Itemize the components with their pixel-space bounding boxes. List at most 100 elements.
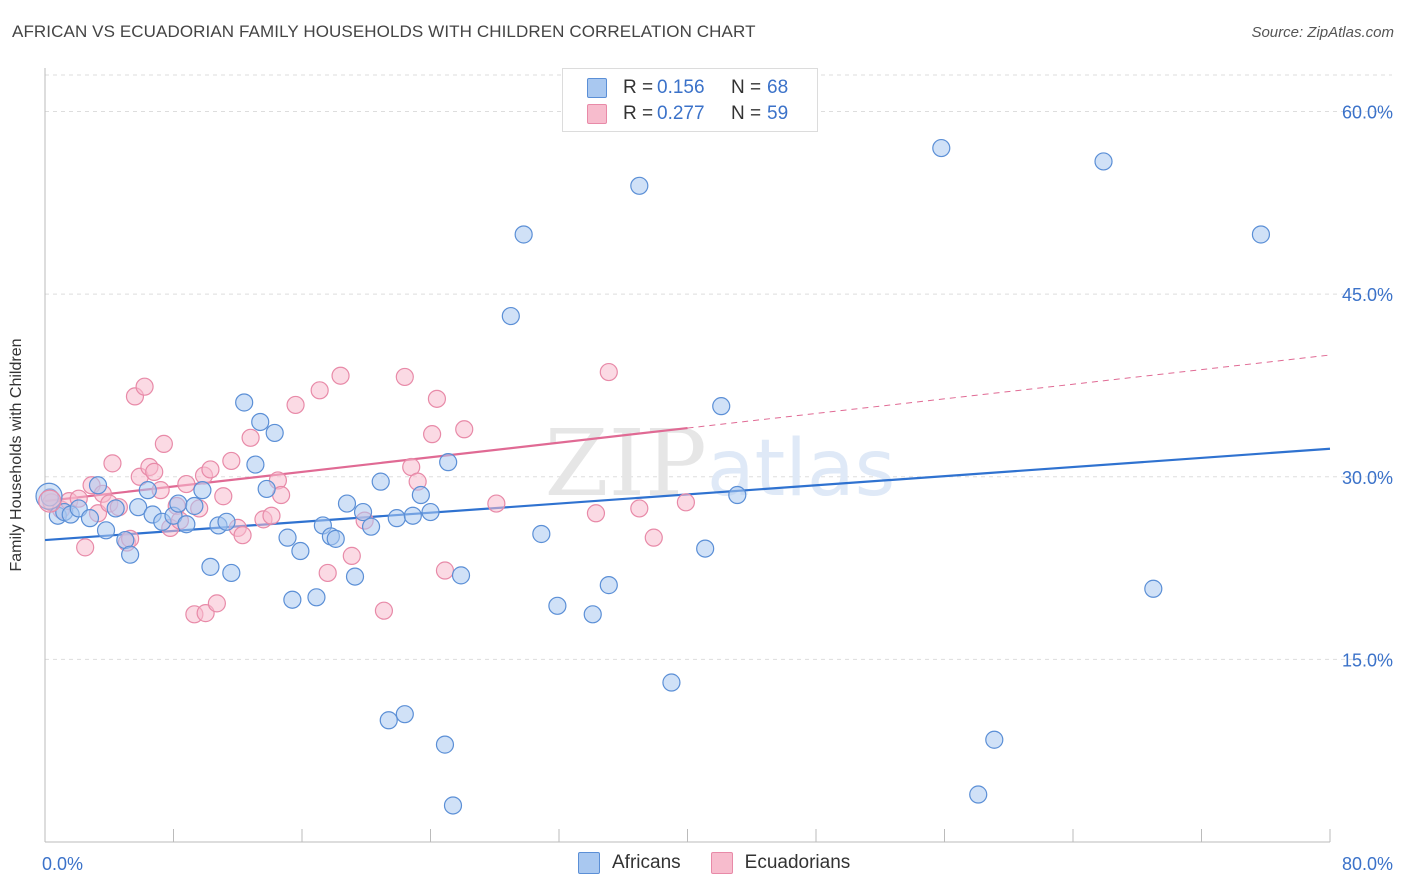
african-point bbox=[1144, 579, 1163, 598]
african-point bbox=[88, 476, 108, 495]
ecuadorian-point bbox=[222, 451, 241, 471]
n-label: N = bbox=[731, 103, 762, 124]
ecuadorian-point bbox=[76, 538, 95, 557]
ecuadorian-point bbox=[423, 425, 442, 444]
african-point bbox=[129, 498, 148, 517]
y-axis-label: Family Households with Children bbox=[8, 338, 25, 572]
r-value: 0.156 bbox=[657, 77, 705, 98]
african-point bbox=[193, 481, 212, 500]
african-point bbox=[138, 481, 157, 500]
n-label: N = bbox=[731, 77, 762, 98]
legend-item-africans[interactable]: Africans bbox=[578, 852, 681, 874]
ecuadorian-point bbox=[676, 493, 695, 512]
african-point bbox=[379, 711, 398, 730]
african-point bbox=[291, 541, 310, 561]
y-tick-label: 30.0% bbox=[1342, 468, 1393, 488]
ecuadorian-point bbox=[455, 420, 474, 439]
ecuadorian-point-cluster bbox=[38, 489, 62, 513]
african-point bbox=[421, 502, 440, 522]
african-point bbox=[435, 735, 455, 754]
african-point bbox=[80, 509, 100, 528]
ecuadorian-point bbox=[487, 494, 506, 513]
ecuadorian-point bbox=[145, 462, 164, 481]
ecuadorian-point bbox=[395, 367, 414, 387]
african-point bbox=[630, 176, 649, 195]
stats-legend: R = 0.156 N = 68 R = 0.277 N = 59 bbox=[562, 68, 818, 132]
ecuadorian-point bbox=[374, 601, 394, 620]
africans-legend-swatch bbox=[578, 852, 600, 874]
african-point bbox=[201, 557, 220, 576]
african-point bbox=[278, 528, 297, 547]
african-point bbox=[1094, 152, 1113, 171]
ecuadorian-point bbox=[207, 594, 226, 613]
y-tick-label: 60.0% bbox=[1342, 103, 1393, 123]
african-point bbox=[969, 785, 988, 804]
ecuadorian-point bbox=[103, 454, 122, 473]
african-point bbox=[217, 512, 236, 531]
ecuadorian-point bbox=[241, 428, 260, 447]
african-point bbox=[985, 730, 1004, 749]
african-point bbox=[371, 472, 390, 491]
ecuadorians-legend-label: Ecuadorians bbox=[744, 852, 851, 873]
african-point bbox=[662, 673, 681, 692]
african-point bbox=[583, 605, 602, 624]
african-point bbox=[361, 517, 381, 536]
african-point bbox=[443, 796, 463, 815]
ecuadorian-point bbox=[154, 434, 173, 453]
african-point bbox=[251, 412, 270, 432]
ecuadorian-point bbox=[286, 395, 305, 415]
african-point bbox=[257, 479, 276, 499]
african-point bbox=[403, 506, 422, 525]
r-label: R = bbox=[623, 103, 654, 124]
ecuadorians-swatch bbox=[587, 104, 607, 124]
ecuadorian-point bbox=[214, 487, 233, 506]
african-point bbox=[177, 515, 196, 534]
chart-title: AFRICAN VS ECUADORIAN FAMILY HOUSEHOLDS … bbox=[12, 22, 756, 41]
african-point bbox=[106, 499, 125, 518]
african-point bbox=[96, 521, 116, 540]
ecuadorian-point bbox=[435, 561, 455, 580]
african-point bbox=[599, 576, 618, 595]
african-point bbox=[326, 529, 345, 548]
african-point bbox=[246, 455, 265, 474]
ecuadorian-point bbox=[201, 460, 220, 479]
data-points bbox=[35, 138, 1271, 815]
r-label: R = bbox=[623, 77, 654, 98]
african-point bbox=[185, 496, 204, 516]
ecuadorian-point bbox=[135, 377, 154, 396]
african-point bbox=[307, 588, 326, 607]
african-point bbox=[501, 306, 520, 326]
source-label: Source: ZipAtlas.com bbox=[1251, 24, 1394, 41]
axes bbox=[44, 68, 1331, 843]
y-tick-label: 15.0% bbox=[1342, 650, 1393, 670]
legend-row-africans: R = 0.156 N = 68 bbox=[587, 77, 788, 99]
ecuadorian-point bbox=[262, 506, 281, 525]
ecuadorians-legend-swatch bbox=[710, 852, 733, 874]
african-point bbox=[283, 590, 302, 609]
african-point bbox=[395, 705, 414, 724]
african-point bbox=[121, 545, 140, 564]
legend-row-ecuadorians: R = 0.277 N = 59 bbox=[587, 103, 788, 125]
african-point bbox=[345, 567, 365, 586]
african-point bbox=[728, 485, 747, 505]
africans-legend-label: Africans bbox=[612, 852, 681, 873]
african-point bbox=[222, 563, 241, 583]
series-legend: Africans Ecuadorians bbox=[578, 852, 880, 874]
legend-item-ecuadorians[interactable]: Ecuadorians bbox=[710, 852, 851, 874]
african-point bbox=[337, 494, 357, 513]
ecuadorian-point bbox=[599, 362, 618, 382]
african-point bbox=[411, 485, 430, 505]
african-point bbox=[169, 494, 188, 513]
ecuadorian-point bbox=[310, 381, 329, 400]
ecuadorian-point bbox=[331, 366, 350, 385]
african-point bbox=[514, 225, 533, 244]
ecuadorian-point bbox=[586, 504, 606, 523]
african-point bbox=[265, 423, 284, 443]
ecuadorian-point bbox=[427, 389, 447, 408]
ecuadorian-point bbox=[644, 528, 663, 547]
x-tick-label-max: 80.0% bbox=[1342, 854, 1393, 874]
african-point bbox=[353, 502, 373, 522]
n-value: 59 bbox=[767, 103, 789, 124]
african-point bbox=[439, 453, 458, 472]
